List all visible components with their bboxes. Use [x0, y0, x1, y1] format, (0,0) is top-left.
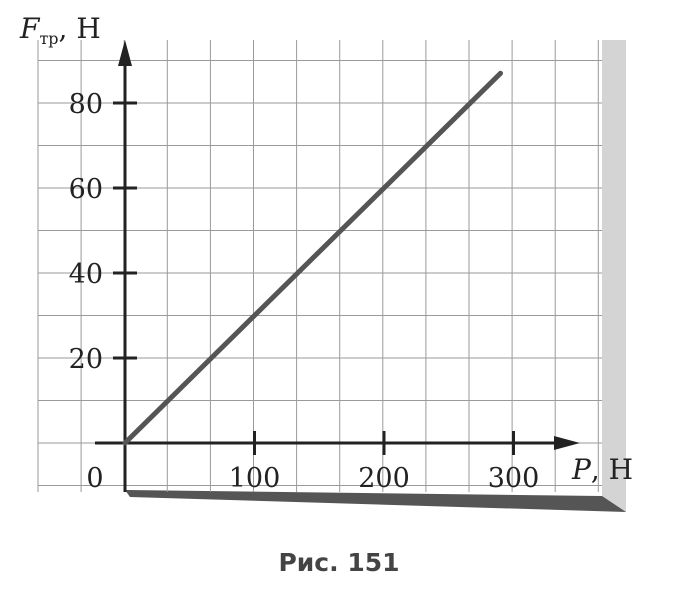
- tick-labels: 20 40 60 80 100 200 300: [69, 89, 540, 494]
- x-axis-title: P, Н: [571, 453, 633, 486]
- x-axis-var: P: [571, 453, 592, 486]
- y-tick-label: 60: [69, 174, 103, 205]
- y-tick-label: 80: [69, 89, 103, 120]
- y-axis-arrow: [118, 40, 132, 66]
- x-tick-label: 100: [229, 463, 281, 494]
- series-line: [122, 70, 503, 446]
- origin-label: 0: [86, 463, 103, 494]
- grid: [37, 40, 602, 492]
- x-axis-unit: , Н: [591, 453, 633, 486]
- figure-caption: Рис. 151: [278, 548, 400, 577]
- y-axis-unit: , Н: [59, 12, 101, 45]
- axes: [95, 40, 580, 492]
- y-axis-var: F: [19, 12, 41, 45]
- y-axis-subscript: тр: [39, 29, 58, 48]
- data-series: [122, 70, 503, 446]
- y-tick-label: 40: [69, 259, 103, 290]
- x-tick-label: 300: [488, 463, 540, 494]
- x-tick-label: 200: [358, 463, 410, 494]
- y-tick-label: 20: [69, 344, 103, 375]
- x-axis-arrow: [554, 436, 580, 450]
- y-axis-title: Fтр, Н: [19, 12, 101, 48]
- paper-shadow: [125, 40, 626, 512]
